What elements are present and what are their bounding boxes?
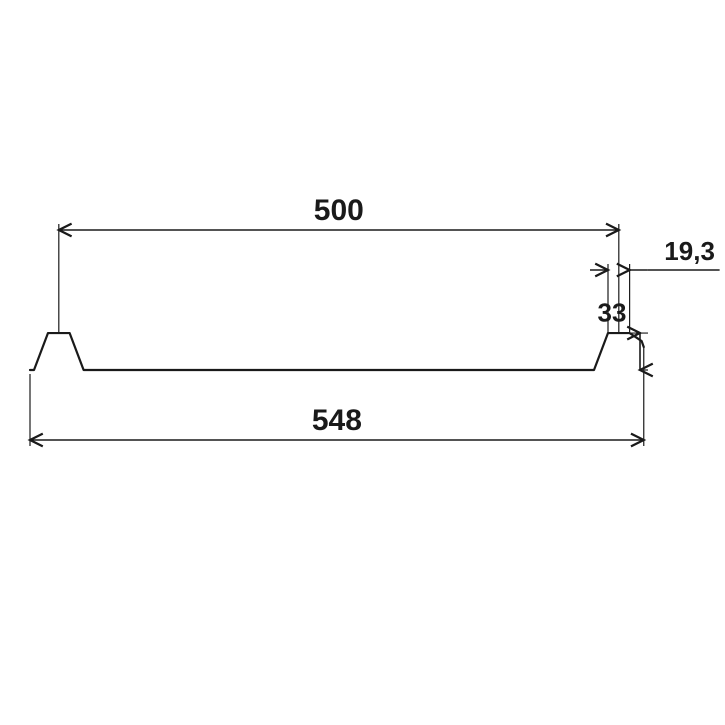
profile-outline — [30, 333, 644, 370]
dim-label-193: 19,3 — [664, 236, 715, 266]
dim-label-33: 33 — [598, 298, 627, 328]
dim-label-548: 548 — [312, 404, 362, 437]
dim-label-500: 500 — [314, 194, 364, 227]
